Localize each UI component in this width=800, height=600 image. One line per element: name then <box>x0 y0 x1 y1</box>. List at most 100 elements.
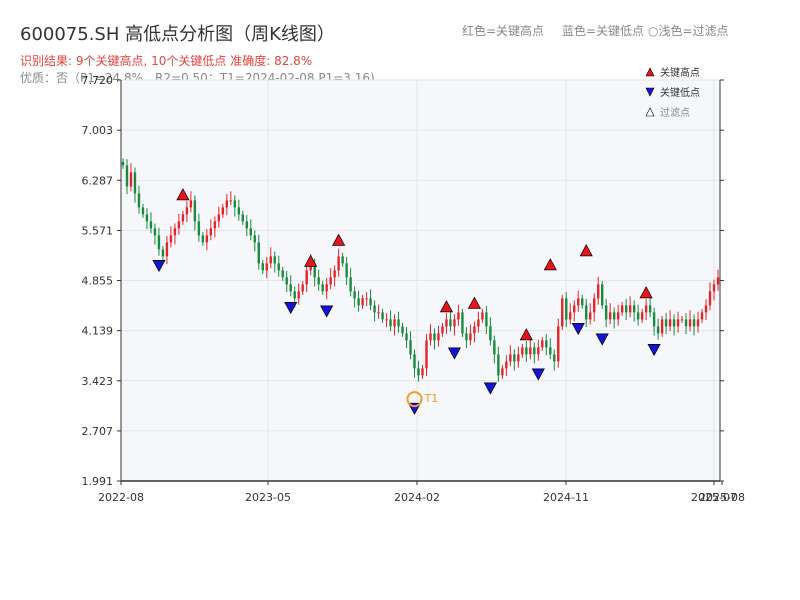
key-low-marker <box>531 368 545 381</box>
candle-body <box>581 298 584 306</box>
candle-body <box>533 347 536 355</box>
candle-body <box>461 312 464 334</box>
candle-body <box>712 284 716 292</box>
x-tick-label: 2025-08 <box>699 491 745 504</box>
x-tick-label: 2024-11 <box>543 491 589 504</box>
candle-body <box>561 298 564 327</box>
candle-body <box>229 200 233 202</box>
candle-body <box>640 312 644 320</box>
candle-body <box>585 305 588 320</box>
candle-body <box>281 270 284 278</box>
candle-body <box>265 263 268 271</box>
candle-body <box>197 221 201 236</box>
candle-body <box>165 242 169 257</box>
candle-body <box>173 228 177 236</box>
legend-red-label: 红色=关键高点 <box>462 24 545 38</box>
y-tick-label: 4.855 <box>82 275 114 288</box>
candle-body <box>377 312 380 314</box>
key-high-marker <box>467 296 481 309</box>
candle-body <box>513 354 516 362</box>
key-low-marker <box>571 323 585 336</box>
candle-body <box>369 298 372 306</box>
candle-body <box>636 312 640 320</box>
y-tick-label: 1.991 <box>82 475 114 488</box>
candle-body <box>660 319 664 334</box>
key-low-marker <box>152 260 166 273</box>
candle-body <box>541 340 544 348</box>
y-tick-label: 7.003 <box>82 124 114 137</box>
candle-body <box>333 270 336 278</box>
candle-body <box>652 312 656 327</box>
candle-body <box>397 319 400 327</box>
candle-body <box>325 284 328 292</box>
candle-body <box>233 200 237 208</box>
candle-body <box>425 340 428 369</box>
x-tick-label: 2024-02 <box>394 491 440 504</box>
marker-legend: 关键高点 关键低点 过滤点 <box>645 66 700 119</box>
candle-body <box>445 319 448 327</box>
candle-body <box>365 298 368 300</box>
candle-body <box>237 207 241 215</box>
candle-body <box>161 249 165 257</box>
candle-body <box>549 347 552 355</box>
candle-body <box>337 256 340 271</box>
candle-body <box>389 319 392 327</box>
candle-body <box>169 235 173 243</box>
candle-body <box>245 221 248 229</box>
legend-low-icon <box>645 87 655 97</box>
candle-body <box>305 270 308 285</box>
key-high-marker <box>543 258 557 271</box>
legend-low-text: 关键低点 <box>660 86 700 99</box>
candle-body <box>257 242 260 264</box>
candle-body <box>557 326 560 362</box>
candle-body <box>185 207 189 215</box>
candle-body <box>684 319 688 327</box>
candle-body <box>269 256 272 264</box>
candle-body <box>357 298 360 306</box>
candle-body <box>525 347 528 355</box>
candle-body <box>153 228 157 236</box>
candle-body <box>700 312 704 320</box>
candle-body <box>608 312 612 320</box>
key-high-marker <box>176 188 190 201</box>
candle-body <box>437 333 440 341</box>
t1-circle <box>406 391 423 408</box>
candle-body <box>285 277 288 285</box>
y-tick-label: 2.707 <box>82 425 114 438</box>
y-ticks: 1.991 2.707 3.423 4.139 4.855 5.571 6.287 7.003… <box>82 74 724 488</box>
candle-body <box>597 284 600 299</box>
candle-body <box>688 319 692 327</box>
candle-body <box>505 361 508 369</box>
candle-body <box>341 256 344 264</box>
candle-body <box>205 235 209 243</box>
x-ticks: 2022-08 2023-05 2024-02 2024-11 2025-072025-… <box>98 481 745 504</box>
candle-body <box>529 347 532 355</box>
candle-body <box>604 305 608 320</box>
candles <box>121 158 720 382</box>
candle-body <box>624 305 628 313</box>
legend-filtered-text: 过滤点 <box>660 106 690 119</box>
candle-body <box>644 305 648 313</box>
candle-body <box>417 368 420 376</box>
candle-body <box>708 291 712 306</box>
candle-body <box>485 312 488 327</box>
y-tick-label: 4.139 <box>82 325 114 338</box>
candle-body <box>668 319 672 327</box>
key-low-marker <box>595 333 609 346</box>
candle-body <box>177 221 181 229</box>
candle-body <box>449 319 452 327</box>
candle-body <box>217 214 221 222</box>
result-summary: 识别结果: 9个关键高点, 10个关键低点 准确度: 82.8% <box>20 54 313 68</box>
candle-body <box>289 284 292 292</box>
key-high-marker <box>439 300 454 313</box>
candle-body <box>293 291 296 299</box>
candle-body <box>201 235 205 243</box>
candle-body <box>672 319 676 327</box>
candle-body <box>696 319 700 327</box>
legend-high-icon <box>645 67 655 77</box>
legend-filtered-icon <box>645 107 655 117</box>
candle-body <box>413 354 416 369</box>
candle-body <box>317 277 320 285</box>
candle-body <box>716 277 720 285</box>
